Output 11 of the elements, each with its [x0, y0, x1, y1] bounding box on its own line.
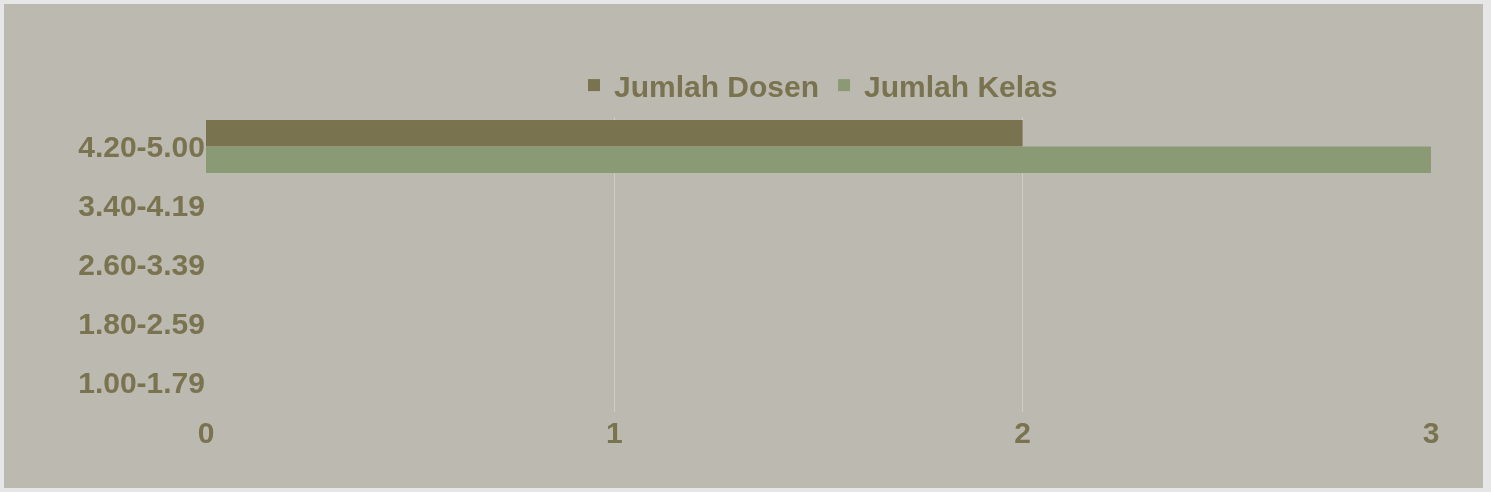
y-tick-label: 1.80-2.59	[78, 307, 205, 340]
x-tick-label: 2	[1014, 416, 1032, 449]
x-tick-label: 0	[197, 416, 215, 449]
x-tick-label: 1	[605, 416, 623, 449]
legend-label: Jumlah Dosen	[614, 69, 820, 103]
legend-label: Jumlah Kelas	[864, 69, 1058, 103]
y-tick-label: 3.40-4.19	[78, 189, 205, 222]
y-tick-label: 4.20-5.00	[78, 130, 205, 163]
x-tick-label: 3	[1422, 416, 1440, 449]
y-tick-label: 1.00-1.79	[78, 366, 205, 399]
y-tick-label: 2.60-3.39	[78, 248, 205, 281]
